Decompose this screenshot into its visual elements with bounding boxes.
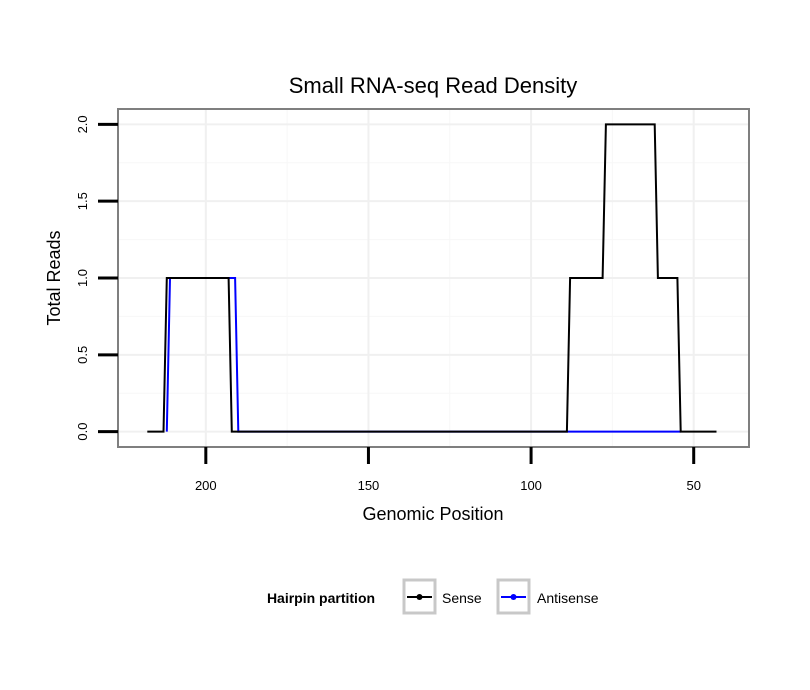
y-axis-ticks: 0.0 0.5 1.0 1.5 2.0	[75, 115, 118, 441]
series-layer	[147, 123, 717, 433]
legend-marker-antisense	[510, 594, 517, 600]
legend-entry-antisense: Antisense	[496, 578, 599, 615]
x-axis-ticks: 200 150 100 50	[195, 447, 701, 493]
y-tick-label: 0.5	[75, 346, 90, 364]
x-tick-label: 200	[195, 478, 217, 493]
chart-title: Small RNA-seq Read Density	[289, 73, 578, 98]
grid-layer	[118, 109, 749, 447]
legend: Hairpin partition Sense Antisense	[267, 578, 599, 615]
y-tick-label: 2.0	[75, 115, 90, 133]
y-axis-title: Total Reads	[44, 230, 64, 325]
legend-label-antisense: Antisense	[537, 590, 599, 606]
series-line-sense	[147, 123, 717, 433]
y-tick-label: 1.0	[75, 269, 90, 287]
y-tick-label: 1.5	[75, 192, 90, 210]
x-tick-label: 100	[520, 478, 542, 493]
legend-entry-sense: Sense	[402, 578, 482, 615]
legend-label-sense: Sense	[442, 590, 482, 606]
legend-title: Hairpin partition	[267, 590, 375, 606]
x-axis-title: Genomic Position	[362, 504, 503, 524]
legend-marker-sense	[416, 594, 423, 600]
x-tick-label: 50	[686, 478, 700, 493]
y-tick-label: 0.0	[75, 423, 90, 441]
x-tick-label: 150	[358, 478, 380, 493]
